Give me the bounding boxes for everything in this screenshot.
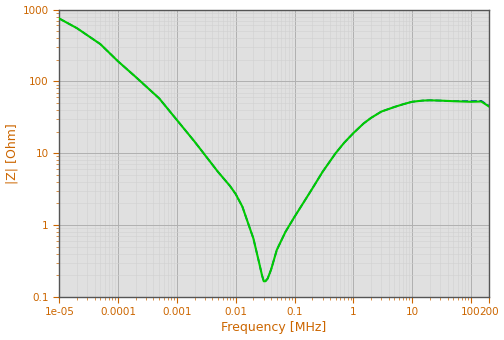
X-axis label: Frequency [MHz]: Frequency [MHz] <box>221 321 327 335</box>
Y-axis label: |Z| [Ohm]: |Z| [Ohm] <box>6 123 19 184</box>
